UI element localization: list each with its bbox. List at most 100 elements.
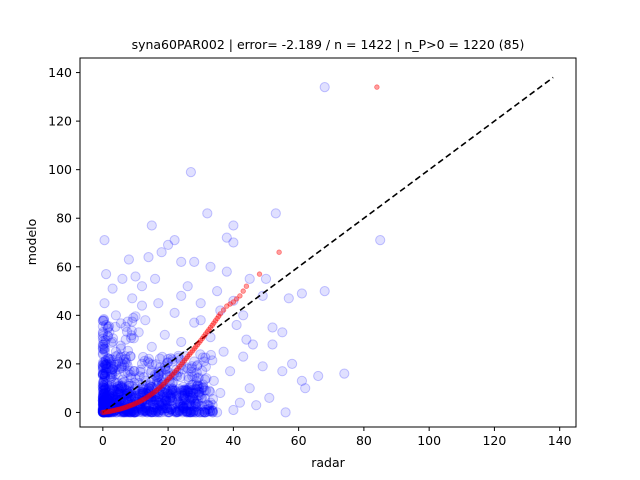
quantile-point — [199, 335, 206, 342]
scatter-point — [136, 395, 148, 406]
scatter-point — [129, 407, 140, 418]
scatter-point — [99, 343, 110, 354]
scatter-point — [109, 359, 120, 370]
scatter-point — [173, 396, 184, 407]
scatter-point — [97, 405, 109, 416]
quantile-point — [206, 327, 212, 333]
scatter-point — [161, 388, 172, 399]
quantile-point — [196, 339, 202, 346]
scatter-point — [162, 396, 173, 408]
scatter-point — [193, 396, 204, 407]
scatter-point — [98, 380, 109, 391]
scatter-point — [114, 387, 125, 399]
scatter-point — [97, 343, 108, 354]
scatter-point — [188, 405, 199, 416]
scatter-point — [151, 378, 162, 390]
scatter-point — [130, 393, 141, 404]
scatter-point — [130, 373, 141, 384]
scatter-point — [108, 405, 119, 416]
scatter-point — [188, 388, 199, 399]
scatter-point — [122, 387, 133, 398]
scatter-point — [124, 380, 135, 391]
scatter-point — [165, 390, 176, 401]
scatter-point — [141, 405, 152, 416]
quantile-point — [188, 350, 194, 356]
quantile-point — [111, 407, 117, 414]
scatter-point — [192, 406, 204, 417]
scatter-point — [172, 407, 183, 418]
scatter-point — [186, 392, 198, 404]
scatter-point — [97, 392, 109, 403]
scatter-point — [130, 311, 141, 322]
scatter-point — [129, 403, 141, 414]
scatter-point — [128, 401, 139, 412]
scatter-point — [103, 322, 114, 333]
scatter-point — [122, 316, 133, 327]
scatter-point — [196, 383, 207, 394]
scatter-point — [202, 400, 213, 411]
scatter-point — [111, 407, 123, 418]
scatter-point — [100, 337, 111, 349]
scatter-point — [149, 391, 160, 403]
scatter-point — [134, 389, 145, 400]
scatter-point — [180, 388, 191, 399]
scatter-point — [110, 392, 121, 403]
quantile-point — [215, 313, 222, 319]
scatter-point — [106, 394, 117, 405]
scatter-point — [97, 328, 109, 339]
scatter-point — [114, 380, 125, 391]
scatter-point — [118, 402, 129, 413]
scatter-point — [169, 385, 180, 396]
scatter-point — [167, 383, 179, 394]
scatter-point — [137, 407, 148, 418]
scatter-point — [137, 396, 148, 407]
scatter-point — [130, 392, 141, 403]
scatter-point — [174, 405, 185, 416]
scatter-point — [179, 388, 190, 400]
scatter-point — [108, 376, 119, 387]
y-tick-label: 120 — [48, 114, 72, 129]
scatter-point — [146, 381, 157, 392]
scatter-point — [204, 406, 215, 417]
scatter-point — [193, 383, 204, 394]
scatter-point — [97, 399, 108, 410]
scatter-point — [104, 390, 115, 401]
scatter-point — [98, 398, 109, 409]
scatter-point — [147, 399, 158, 410]
scatter-point — [97, 364, 108, 376]
scatter-point — [207, 407, 218, 418]
scatter-point — [150, 389, 161, 400]
scatter-point — [99, 390, 110, 401]
scatter-point — [204, 403, 215, 415]
scatter-point — [98, 395, 109, 406]
scatter-point — [153, 397, 164, 409]
quantile-point — [220, 307, 227, 313]
scatter-point — [191, 380, 203, 392]
scatter-point — [98, 388, 109, 399]
scatter-point — [182, 281, 193, 292]
scatter-point — [167, 388, 178, 399]
scatter-point — [190, 387, 201, 398]
scatter-point — [188, 407, 199, 418]
scatter-point — [196, 392, 207, 403]
scatter-point — [129, 407, 140, 418]
scatter-point — [150, 390, 161, 401]
scatter-point — [99, 399, 110, 410]
scatter-point — [98, 400, 110, 411]
scatter-point — [123, 406, 134, 417]
scatter-point — [168, 369, 179, 380]
scatter-point — [104, 327, 115, 338]
scatter-point — [174, 390, 185, 401]
scatter-point — [107, 382, 118, 393]
quantile-point — [168, 373, 175, 379]
scatter-point — [115, 351, 126, 362]
scatter-point — [150, 359, 162, 370]
scatter-point — [228, 295, 239, 306]
scatter-point — [118, 400, 130, 411]
scatter-point — [143, 400, 155, 411]
scatter-point — [101, 407, 112, 418]
scatter-point — [153, 387, 164, 398]
scatter-point — [115, 402, 127, 413]
scatter-point — [179, 384, 190, 395]
scatter-point — [142, 394, 154, 405]
